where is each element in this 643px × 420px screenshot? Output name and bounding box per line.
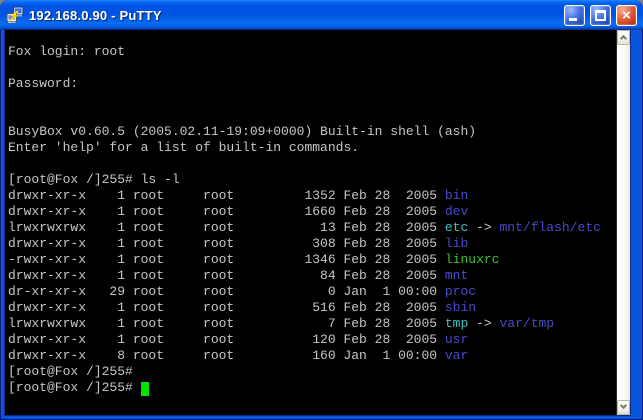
terminal-text-segment: BusyBox v0.60.5 (2005.02.11-19:09+0000) … [8, 124, 477, 139]
terminal-line [8, 156, 616, 172]
terminal-text-segment: lib [444, 236, 469, 251]
terminal-text-segment: Enter 'help' for a list of built-in comm… [8, 140, 360, 155]
terminal-line: Password: [8, 76, 616, 92]
terminal-line: [root@Fox /]255# [8, 380, 616, 396]
chevron-up-icon [619, 34, 628, 43]
terminal-text-segment: Fox login: root [8, 44, 126, 59]
terminal-text-segment: Password: [8, 76, 79, 91]
terminal-line: Enter 'help' for a list of built-in comm… [8, 140, 616, 156]
scroll-up-button[interactable] [617, 30, 630, 45]
terminal-text-segment: drwxr-xr-x 1 root root 1352 Feb 28 2005 [8, 188, 445, 203]
title-bar[interactable]: 192.168.0.90 - PuTTY × [0, 0, 643, 30]
terminal-line [8, 108, 616, 124]
maximize-icon [595, 9, 606, 21]
terminal-text-segment: sbin [444, 300, 477, 315]
terminal-text-segment: drwxr-xr-x 1 root root 120 Feb 28 2005 [8, 332, 445, 347]
terminal-text-segment: drwxr-xr-x 1 root root 516 Feb 28 2005 [8, 300, 445, 315]
terminal-line: BusyBox v0.60.5 (2005.02.11-19:09+0000) … [8, 124, 616, 140]
close-icon: × [622, 6, 631, 24]
terminal-screen-text[interactable]: Fox login: root Password: BusyBox v0.60.… [5, 30, 616, 415]
terminal-text-segment: var/tmp [499, 316, 555, 331]
window-controls: × [564, 4, 637, 26]
minimize-icon [569, 17, 577, 21]
terminal-line: -rwxr-xr-x 1 root root 1346 Feb 28 2005 … [8, 252, 616, 268]
terminal-text-segment: var [444, 348, 469, 363]
terminal-line: drwxr-xr-x 1 root root 308 Feb 28 2005 l… [8, 236, 616, 252]
minimize-button[interactable] [564, 4, 585, 26]
chevron-down-icon [619, 401, 628, 410]
terminal-line [8, 92, 616, 108]
terminal-text-segment: -> [468, 316, 500, 331]
terminal-text-segment: drwxr-xr-x 1 root root 1660 Feb 28 2005 [8, 204, 445, 219]
scroll-down-button[interactable] [617, 400, 630, 415]
terminal-line: drwxr-xr-x 1 root root 120 Feb 28 2005 u… [8, 332, 616, 348]
terminal-text-segment: etc [444, 220, 469, 235]
terminal-text-segment: drwxr-xr-x 8 root root 160 Jan 1 00:00 [8, 348, 445, 363]
terminal-line: lrwxrwxrwx 1 root root 7 Feb 28 2005 tmp… [8, 316, 616, 332]
close-button[interactable]: × [616, 4, 637, 26]
terminal-text-segment: drwxr-xr-x 1 root root 308 Feb 28 2005 [8, 236, 445, 251]
terminal-text-segment: proc [444, 284, 477, 299]
putty-terminals-icon[interactable] [6, 6, 24, 24]
terminal-text-segment: linuxrc [444, 252, 500, 267]
terminal-cursor [140, 382, 149, 396]
terminal-line: dr-xr-xr-x 29 root root 0 Jan 1 00:00 pr… [8, 284, 616, 300]
terminal-text-segment: [root@Fox /]255# ls -l [8, 172, 180, 187]
terminal-line: drwxr-xr-x 1 root root 1660 Feb 28 2005 … [8, 204, 616, 220]
terminal-text-segment: lrwxrwxrwx 1 root root 13 Feb 28 2005 [8, 220, 445, 235]
terminal-text-segment: tmp [444, 316, 469, 331]
terminal-text-segment: [root@Fox /]255# [8, 364, 133, 379]
terminal-line: lrwxrwxrwx 1 root root 13 Feb 28 2005 et… [8, 220, 616, 236]
terminal-text-segment: dev [444, 204, 469, 219]
terminal-line: [root@Fox /]255# ls -l [8, 172, 616, 188]
terminal-client-area: Fox login: root Password: BusyBox v0.60.… [4, 29, 631, 416]
terminal-text-segment: drwxr-xr-x 1 root root 84 Feb 28 2005 [8, 268, 445, 283]
scrollbar[interactable] [616, 30, 630, 415]
terminal-line: drwxr-xr-x 1 root root 516 Feb 28 2005 s… [8, 300, 616, 316]
terminal-text-segment: mnt [444, 268, 469, 283]
terminal-text-segment: -> [468, 220, 500, 235]
terminal-text-segment: mnt/flash/etc [499, 220, 601, 235]
terminal-text-segment: [root@Fox /]255# [8, 380, 141, 395]
terminal-line: [root@Fox /]255# [8, 364, 616, 380]
terminal-line: drwxr-xr-x 1 root root 84 Feb 28 2005 mn… [8, 268, 616, 284]
terminal-line: Fox login: root [8, 44, 616, 60]
terminal-line: drwxr-xr-x 1 root root 1352 Feb 28 2005 … [8, 188, 616, 204]
terminal-line: drwxr-xr-x 8 root root 160 Jan 1 00:00 v… [8, 348, 616, 364]
terminal-text-segment: lrwxrwxrwx 1 root root 7 Feb 28 2005 [8, 316, 445, 331]
terminal-text-segment: -rwxr-xr-x 1 root root 1346 Feb 28 2005 [8, 252, 445, 267]
window-title: 192.168.0.90 - PuTTY [29, 7, 162, 23]
terminal-text-segment: dr-xr-xr-x 29 root root 0 Jan 1 00:00 [8, 284, 445, 299]
terminal-text-segment: usr [444, 332, 469, 347]
terminal-text-segment: bin [444, 188, 469, 203]
maximize-button[interactable] [590, 4, 611, 26]
terminal-line [8, 60, 616, 76]
